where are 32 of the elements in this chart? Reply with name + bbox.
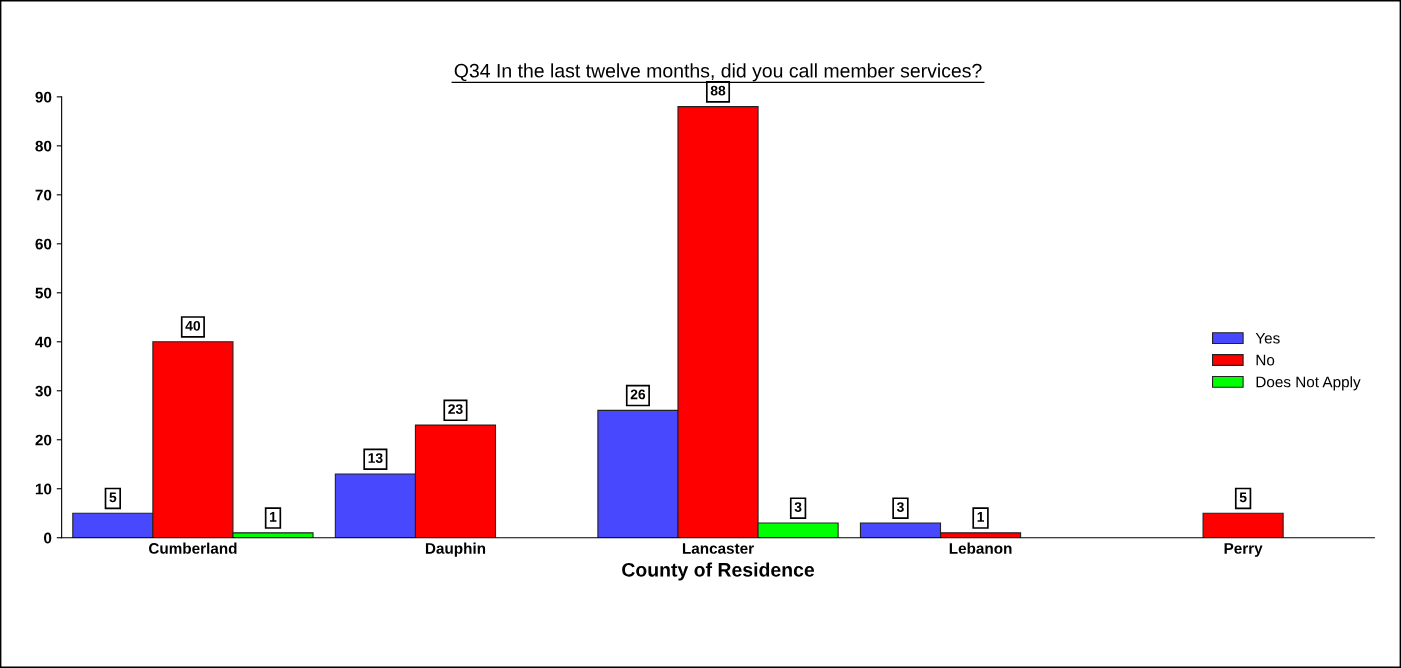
x-tick-label: Lebanon: [949, 542, 1012, 554]
legend-label: No: [1256, 354, 1275, 366]
x-axis-title: County of Residence: [622, 562, 815, 581]
x-tick-label: Dauphin: [425, 542, 486, 557]
y-tick-label: 80: [35, 140, 52, 152]
data-label: 26: [630, 389, 646, 400]
data-label: 13: [368, 453, 383, 463]
x-tick-label: Perry: [1224, 543, 1263, 557]
x-tick-label: Lancaster: [682, 543, 754, 554]
chart-title: Q34 In the last twelve months, did you call member services?: [454, 63, 982, 82]
y-tick-label: 10: [35, 483, 52, 495]
data-label: 3: [794, 502, 802, 512]
y-tick-label: 90: [35, 91, 52, 103]
legend-label: Yes: [1255, 332, 1280, 344]
data-label: 23: [448, 404, 463, 415]
y-tick-label: 40: [35, 336, 52, 348]
data-label: 1: [270, 512, 277, 522]
data-label: 1: [977, 512, 985, 522]
y-tick-label: 60: [35, 238, 52, 250]
data-label: 5: [109, 492, 117, 503]
bar: [1202, 512, 1284, 538]
y-tick-label: 30: [35, 385, 52, 397]
data-label: 88: [710, 85, 726, 96]
data-label: 5: [1239, 492, 1247, 503]
data-label: 3: [896, 502, 904, 512]
y-tick-label: 50: [35, 287, 52, 299]
y-tick-label: 70: [35, 189, 52, 201]
y-tick-label: 20: [35, 434, 52, 446]
data-label: 40: [185, 320, 201, 331]
y-tick-label: 0: [44, 532, 52, 544]
legend-label: Does Not Apply: [1256, 376, 1361, 391]
x-tick-label: Cumberland: [148, 542, 237, 554]
